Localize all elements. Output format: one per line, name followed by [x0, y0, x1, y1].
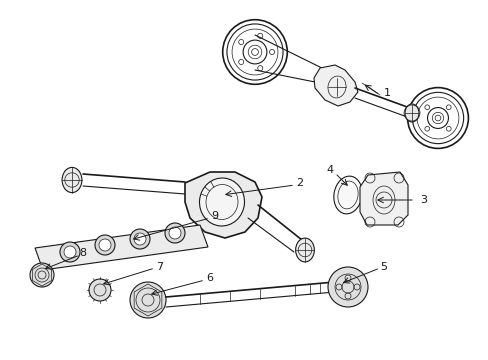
Circle shape	[30, 263, 54, 287]
Circle shape	[95, 235, 115, 255]
Text: 1: 1	[383, 88, 390, 98]
Circle shape	[134, 233, 146, 245]
Circle shape	[164, 223, 184, 243]
Text: 3: 3	[419, 195, 426, 205]
Circle shape	[64, 246, 76, 258]
Polygon shape	[35, 225, 207, 270]
Text: 2: 2	[296, 178, 303, 188]
Ellipse shape	[404, 104, 418, 122]
Text: 6: 6	[206, 273, 213, 283]
Ellipse shape	[333, 176, 362, 214]
Circle shape	[60, 242, 80, 262]
Polygon shape	[313, 65, 357, 106]
Circle shape	[130, 282, 165, 318]
Polygon shape	[359, 172, 407, 225]
Text: 5: 5	[380, 262, 386, 272]
Text: 8: 8	[79, 248, 86, 258]
Circle shape	[99, 239, 111, 251]
Circle shape	[327, 267, 367, 307]
Circle shape	[89, 279, 111, 301]
Text: 4: 4	[326, 165, 333, 175]
Circle shape	[169, 227, 181, 239]
Ellipse shape	[295, 238, 314, 262]
Polygon shape	[184, 172, 262, 238]
Text: 7: 7	[156, 262, 163, 272]
Text: 9: 9	[211, 211, 218, 221]
Ellipse shape	[62, 167, 81, 193]
Ellipse shape	[199, 178, 244, 226]
Circle shape	[130, 229, 150, 249]
